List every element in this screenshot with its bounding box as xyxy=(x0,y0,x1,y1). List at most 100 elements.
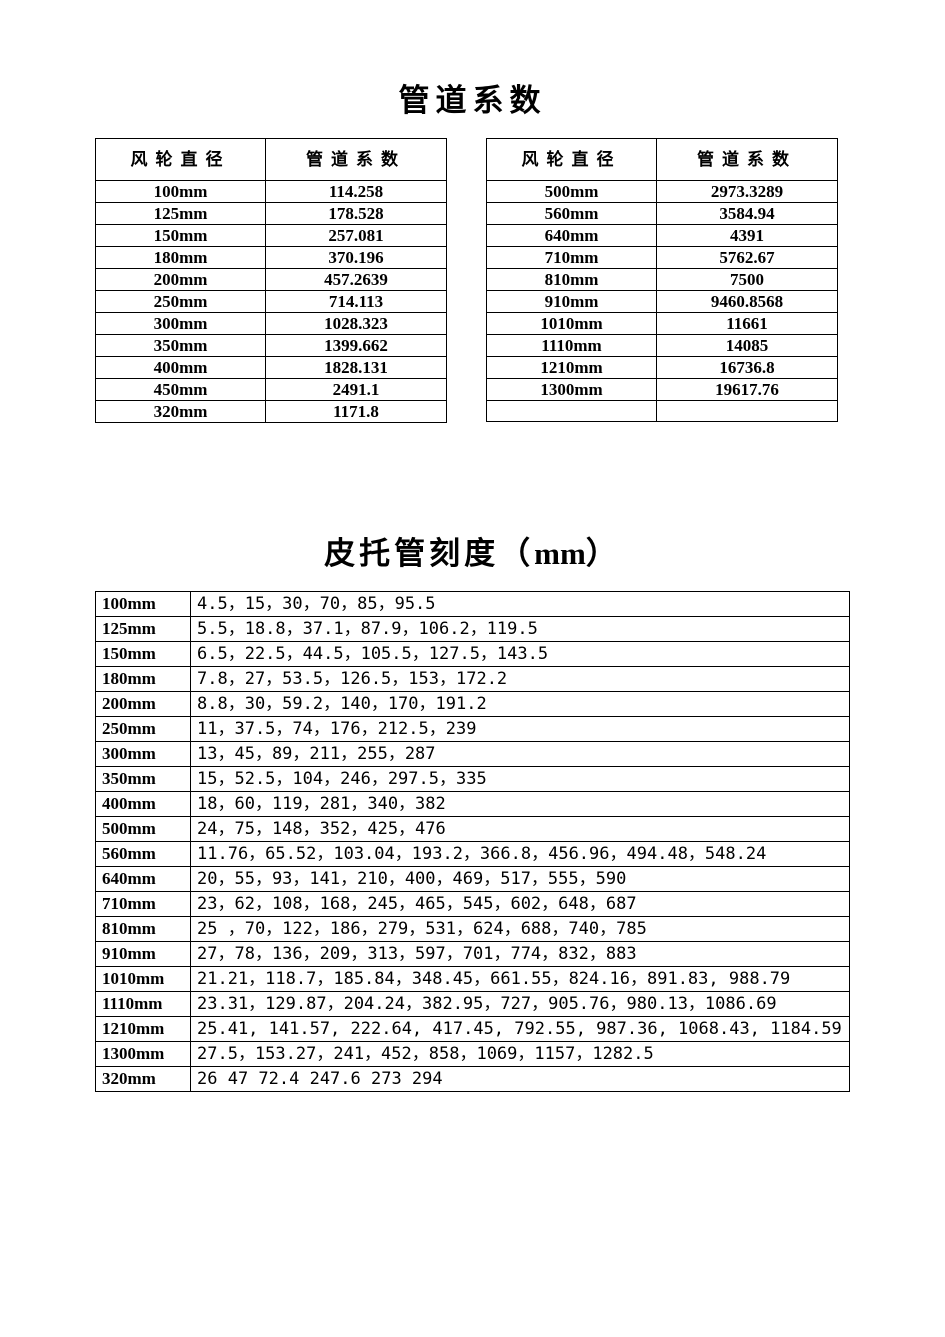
cell-diameter: 180mm xyxy=(96,667,191,692)
table-row: 910mm9460.8568 xyxy=(487,291,838,313)
cell-diameter: 710mm xyxy=(96,892,191,917)
cell-diameter: 100mm xyxy=(96,592,191,617)
cell-values: 24，75，148，352，425，476 xyxy=(191,817,850,842)
table-row: 500mm2973.3289 xyxy=(487,181,838,203)
table-row: 180mm370.196 xyxy=(96,247,447,269)
title-coef: 管道系数 xyxy=(95,75,850,120)
cell-values: 15，52.5，104，246，297.5，335 xyxy=(191,767,850,792)
cell-value: 1828.131 xyxy=(266,357,447,379)
cell-value: 457.2639 xyxy=(266,269,447,291)
cell-values: 6.5，22.5，44.5，105.5，127.5，143.5 xyxy=(191,642,850,667)
table-row: 180mm7.8，27，53.5，126.5，153，172.2 xyxy=(96,667,850,692)
table-row: 1300mm19617.76 xyxy=(487,379,838,401)
table-row: 100mm114.258 xyxy=(96,181,447,203)
table-row: 350mm1399.662 xyxy=(96,335,447,357)
cell-value: 14085 xyxy=(657,335,838,357)
cell-value: 2973.3289 xyxy=(657,181,838,203)
cell-values: 25 ，70，122，186，279，531，624，688，740，785 xyxy=(191,917,850,942)
cell-diameter: 200mm xyxy=(96,692,191,717)
table-row: 100mm4.5，15，30，70，85，95.5 xyxy=(96,592,850,617)
table-row: 125mm5.5，18.8，37.1，87.9，106.2，119.5 xyxy=(96,617,850,642)
table-row: 200mm8.8，30，59.2，140，170，191.2 xyxy=(96,692,850,717)
cell-diameter: 640mm xyxy=(487,225,657,247)
cell-value: 114.258 xyxy=(266,181,447,203)
cell-diameter xyxy=(487,401,657,422)
table-row xyxy=(487,401,838,422)
cell-value: 9460.8568 xyxy=(657,291,838,313)
cell-value: 4391 xyxy=(657,225,838,247)
table-row: 810mm25 ，70，122，186，279，531，624，688，740，… xyxy=(96,917,850,942)
cell-value: 714.113 xyxy=(266,291,447,313)
cell-values: 5.5，18.8，37.1，87.9，106.2，119.5 xyxy=(191,617,850,642)
cell-value: 178.528 xyxy=(266,203,447,225)
table-row: 640mm20，55，93，141，210，400，469，517，555，59… xyxy=(96,867,850,892)
cell-diameter: 1300mm xyxy=(96,1042,191,1067)
cell-value: 257.081 xyxy=(266,225,447,247)
cell-diameter: 250mm xyxy=(96,291,266,313)
cell-diameter: 320mm xyxy=(96,1067,191,1092)
cell-values: 20，55，93，141，210，400，469，517，555，590 xyxy=(191,867,850,892)
cell-diameter: 1210mm xyxy=(487,357,657,379)
cell-diameter: 560mm xyxy=(487,203,657,225)
table-row: 400mm18，60，119，281，340，382 xyxy=(96,792,850,817)
cell-values: 11.76，65.52，103.04，193.2，366.8，456.96，49… xyxy=(191,842,850,867)
cell-diameter: 150mm xyxy=(96,642,191,667)
cell-values: 7.8，27，53.5，126.5，153，172.2 xyxy=(191,667,850,692)
cell-diameter: 350mm xyxy=(96,767,191,792)
cell-values: 25.41, 141.57, 222.64, 417.45, 792.55, 9… xyxy=(191,1017,850,1042)
header-diameter: 风轮直径 xyxy=(96,139,266,181)
title-pitot: 皮托管刻度（mm） xyxy=(95,528,850,573)
cell-values: 21.21，118.7，185.84，348.45，661.55，824.16，… xyxy=(191,967,850,992)
table-row: 250mm714.113 xyxy=(96,291,447,313)
table-row: 150mm257.081 xyxy=(96,225,447,247)
cell-diameter: 300mm xyxy=(96,313,266,335)
cell-diameter: 910mm xyxy=(487,291,657,313)
coefficient-tables: 风轮直径 管道系数 100mm114.258125mm178.528150mm2… xyxy=(95,138,850,423)
table-row: 640mm4391 xyxy=(487,225,838,247)
table-row: 400mm1828.131 xyxy=(96,357,447,379)
cell-diameter: 300mm xyxy=(96,742,191,767)
cell-values: 23.31，129.87，204.24，382.95，727，905.76，98… xyxy=(191,992,850,1017)
table-row: 125mm178.528 xyxy=(96,203,447,225)
table-row: 560mm3584.94 xyxy=(487,203,838,225)
cell-diameter: 320mm xyxy=(96,401,266,423)
cell-diameter: 1210mm xyxy=(96,1017,191,1042)
cell-diameter: 1110mm xyxy=(96,992,191,1017)
cell-values: 27.5，153.27，241，452，858，1069，1157，1282.5 xyxy=(191,1042,850,1067)
table-row: 300mm1028.323 xyxy=(96,313,447,335)
cell-values: 8.8，30，59.2，140，170，191.2 xyxy=(191,692,850,717)
cell-diameter: 810mm xyxy=(96,917,191,942)
title-pitot-close: ） xyxy=(586,536,621,571)
cell-values: 18，60，119，281，340，382 xyxy=(191,792,850,817)
table-row: 1010mm11661 xyxy=(487,313,838,335)
cell-diameter: 1110mm xyxy=(487,335,657,357)
cell-diameter: 400mm xyxy=(96,357,266,379)
cell-diameter: 640mm xyxy=(96,867,191,892)
cell-value: 1171.8 xyxy=(266,401,447,423)
table-row: 320mm1171.8 xyxy=(96,401,447,423)
header-coef: 管道系数 xyxy=(657,139,838,181)
cell-value xyxy=(657,401,838,422)
table-row: 910mm27，78，136，209，313，597，701，774，832，8… xyxy=(96,942,850,967)
table-row: 1010mm21.21，118.7，185.84，348.45，661.55，8… xyxy=(96,967,850,992)
cell-diameter: 400mm xyxy=(96,792,191,817)
cell-diameter: 560mm xyxy=(96,842,191,867)
table-row: 1110mm23.31，129.87，204.24，382.95，727，905… xyxy=(96,992,850,1017)
cell-value: 19617.76 xyxy=(657,379,838,401)
cell-value: 7500 xyxy=(657,269,838,291)
table-row: 250mm11，37.5，74，176，212.5，239 xyxy=(96,717,850,742)
table-row: 1300mm27.5，153.27，241，452，858，1069，1157，… xyxy=(96,1042,850,1067)
table-row: 810mm7500 xyxy=(487,269,838,291)
cell-diameter: 910mm xyxy=(96,942,191,967)
cell-value: 5762.67 xyxy=(657,247,838,269)
title-pitot-main: 皮托管刻度（ xyxy=(324,536,534,571)
cell-diameter: 100mm xyxy=(96,181,266,203)
coef-table-right: 风轮直径 管道系数 500mm2973.3289560mm3584.94640m… xyxy=(486,138,838,422)
table-row: 320mm26 47 72.4 247.6 273 294 xyxy=(96,1067,850,1092)
header-coef: 管道系数 xyxy=(266,139,447,181)
cell-value: 2491.1 xyxy=(266,379,447,401)
table-row: 1110mm14085 xyxy=(487,335,838,357)
title-pitot-unit: mm xyxy=(534,536,586,571)
cell-diameter: 250mm xyxy=(96,717,191,742)
cell-values: 4.5，15，30，70，85，95.5 xyxy=(191,592,850,617)
